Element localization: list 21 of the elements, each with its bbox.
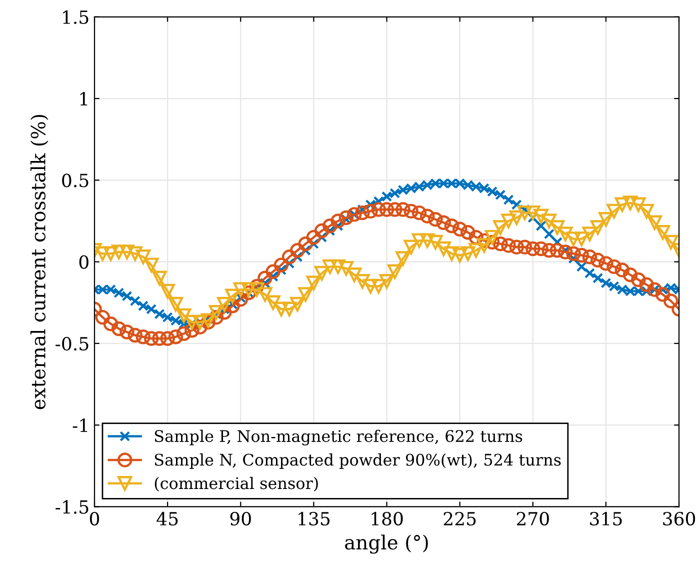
x-tick-label: 315 xyxy=(590,512,622,526)
legend-label: (commercial sensor) xyxy=(154,476,318,492)
x-tick-label: 0 xyxy=(90,512,100,526)
x-tick-label: 360 xyxy=(663,512,696,526)
legend-label: Sample N, Compacted powder 90%(wt), 524 turns xyxy=(154,453,561,469)
x-axis-title: angle (°) xyxy=(345,534,428,554)
x-tick-label: 225 xyxy=(444,512,476,526)
x-tick-label: 180 xyxy=(372,512,403,526)
y-tick-label: -1.5 xyxy=(56,500,88,514)
x-tick-label: 270 xyxy=(516,512,549,526)
y-axis-title: external current crosstalk (%) xyxy=(30,114,48,410)
y-tick-label: 1 xyxy=(80,92,88,106)
x-tick-label: 45 xyxy=(156,512,178,526)
x-tick-label: 135 xyxy=(298,512,330,526)
legend-label: Sample P, Non-magnetic reference, 622 turns xyxy=(154,430,522,446)
y-tick-label: -1 xyxy=(72,418,88,432)
y-tick-label: -0.5 xyxy=(56,336,88,351)
y-tick-label: 0 xyxy=(79,255,88,269)
y-tick-label: 1.5 xyxy=(63,10,88,24)
x-tick-label: 90 xyxy=(230,512,251,526)
y-tick-label: 0.5 xyxy=(62,174,88,188)
